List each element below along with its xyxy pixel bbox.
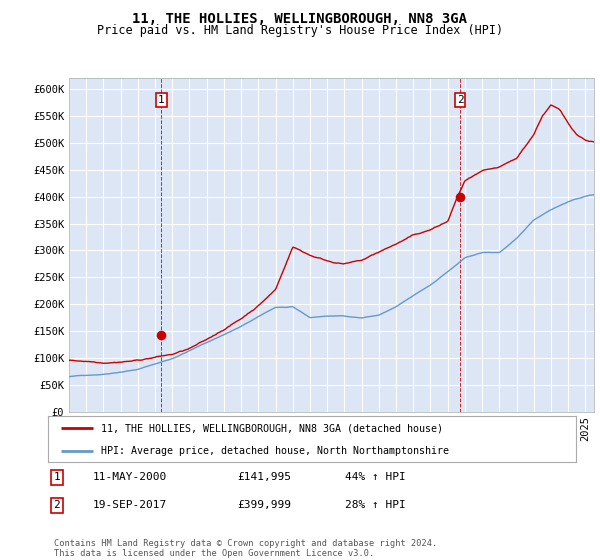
Text: 11, THE HOLLIES, WELLINGBOROUGH, NN8 3GA (detached house): 11, THE HOLLIES, WELLINGBOROUGH, NN8 3GA…	[101, 423, 443, 433]
Text: 11, THE HOLLIES, WELLINGBOROUGH, NN8 3GA: 11, THE HOLLIES, WELLINGBOROUGH, NN8 3GA	[133, 12, 467, 26]
Text: 28% ↑ HPI: 28% ↑ HPI	[345, 500, 406, 510]
Text: HPI: Average price, detached house, North Northamptonshire: HPI: Average price, detached house, Nort…	[101, 446, 449, 456]
Point	[455, 192, 465, 201]
Text: 1: 1	[158, 95, 164, 105]
Text: £141,995: £141,995	[237, 472, 291, 482]
Text: £399,999: £399,999	[237, 500, 291, 510]
Text: 19-SEP-2017: 19-SEP-2017	[93, 500, 167, 510]
Point	[157, 331, 166, 340]
Text: 1: 1	[53, 472, 61, 482]
Text: 11-MAY-2000: 11-MAY-2000	[93, 472, 167, 482]
Text: 2: 2	[457, 95, 463, 105]
Text: 44% ↑ HPI: 44% ↑ HPI	[345, 472, 406, 482]
Text: 2: 2	[53, 500, 61, 510]
Text: Contains HM Land Registry data © Crown copyright and database right 2024.
This d: Contains HM Land Registry data © Crown c…	[54, 539, 437, 558]
Text: Price paid vs. HM Land Registry's House Price Index (HPI): Price paid vs. HM Land Registry's House …	[97, 24, 503, 36]
